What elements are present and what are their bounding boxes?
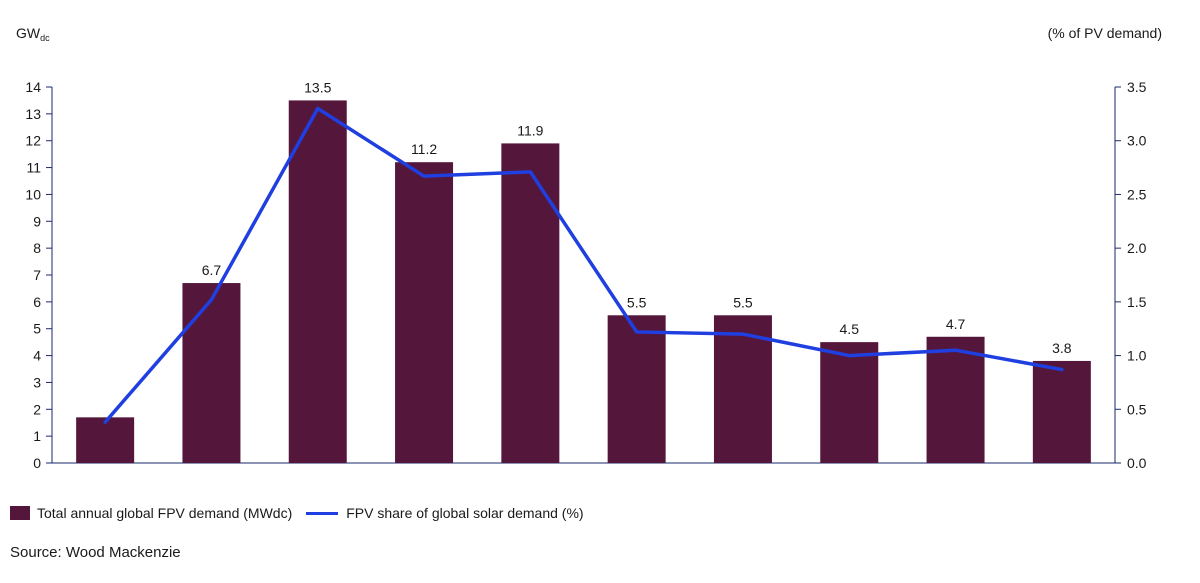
y-left-tick-label: 13 (25, 106, 41, 122)
bar-data-label: 4.7 (946, 316, 966, 332)
y-right-tick-label: 0.0 (1127, 455, 1147, 471)
y-left-tick-label: 4 (33, 348, 41, 364)
y-left-tick-label: 6 (33, 294, 41, 310)
bar (820, 342, 879, 463)
bar-data-label: 5.5 (733, 294, 753, 310)
legend-item-line: FPV share of global solar demand (%) (306, 505, 584, 521)
y-left-tick-label: 10 (25, 186, 41, 202)
y-left-tick-label: 7 (33, 267, 41, 283)
legend-swatch-bar (10, 506, 30, 520)
y-left-tick-label: 3 (33, 374, 41, 390)
y-left-tick-label: 11 (26, 160, 41, 176)
bar-data-label: 5.5 (627, 294, 647, 310)
chart-plot: 012345678910111213140.00.51.01.52.02.53.… (25, 79, 1147, 471)
bar (926, 336, 985, 463)
y-right-tick-label: 1.0 (1127, 348, 1147, 364)
y-right-tick-label: 3.5 (1127, 79, 1147, 95)
y-left-tick-label: 0 (33, 455, 41, 471)
y-left-tick-label: 5 (33, 321, 41, 337)
y-right-tick-label: 2.5 (1127, 186, 1147, 202)
legend-label-line: FPV share of global solar demand (%) (346, 505, 584, 521)
bar-data-label: 11.9 (517, 122, 543, 138)
y-right-tick-label: 1.5 (1127, 294, 1147, 310)
bar (607, 315, 666, 463)
bar-data-label: 3.8 (1052, 340, 1072, 356)
y-axis-left-title: GWdc (16, 25, 50, 43)
line-series (103, 106, 1064, 424)
bar-data-label: 6.7 (202, 262, 222, 278)
bar-data-label: 13.5 (304, 79, 331, 95)
y-axis-right-title: (% of PV demand) (1047, 25, 1162, 41)
bar (395, 162, 454, 463)
bar (76, 417, 135, 463)
y-right-tick-label: 0.5 (1127, 401, 1147, 417)
y-left-tick-label: 8 (33, 240, 41, 256)
y-right-tick-label: 3.0 (1127, 133, 1147, 149)
y-right-tick-label: 2.0 (1127, 240, 1147, 256)
legend-swatch-line (306, 511, 339, 515)
bar (501, 143, 560, 463)
legend-label-bar: Total annual global FPV demand (MWdc) (37, 505, 293, 521)
y-left-tick-label: 2 (33, 401, 41, 417)
bar (288, 100, 347, 463)
legend: Total annual global FPV demand (MWdc) FP… (10, 505, 598, 521)
bar (1032, 360, 1091, 463)
legend-item-bar: Total annual global FPV demand (MWdc) (10, 505, 292, 521)
bar-data-label: 4.5 (840, 321, 860, 337)
y-left-tick-label: 12 (25, 133, 41, 149)
bar (182, 283, 241, 463)
bar-data-label: 11.2 (411, 141, 437, 157)
y-left-tick-label: 1 (33, 428, 41, 444)
bar (713, 315, 772, 463)
source-note: Source: Wood Mackenzie (10, 544, 181, 561)
y-left-tick-label: 14 (25, 79, 41, 95)
y-left-tick-label: 9 (33, 213, 41, 229)
